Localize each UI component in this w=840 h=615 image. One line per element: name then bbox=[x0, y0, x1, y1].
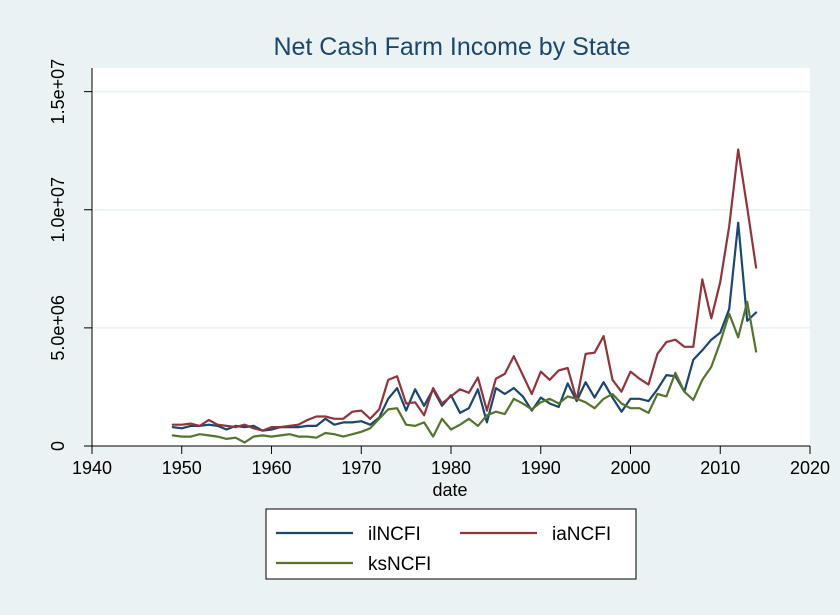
axes: 0 5.0e+06 1.0e+07 1.5e+07 1940 1950 1960 1970 19… bbox=[48, 59, 830, 478]
x-tick-label: 1950 bbox=[162, 458, 202, 478]
x-tick-label: 2020 bbox=[790, 458, 830, 478]
x-tick-label: 1990 bbox=[521, 458, 561, 478]
x-axis-title: date bbox=[432, 480, 467, 500]
legend-label-ilNCFI: ilNCFI bbox=[368, 524, 421, 545]
legend: ilNCFI iaNCFI ksNCFI bbox=[265, 508, 637, 580]
plot-area bbox=[92, 68, 810, 446]
y-tick-label: 5.0e+06 bbox=[48, 295, 68, 361]
x-tick-label: 1940 bbox=[72, 458, 112, 478]
x-tick-label: 1980 bbox=[431, 458, 471, 478]
chart-title: Net Cash Farm Income by State bbox=[273, 33, 630, 61]
y-tick-label: 1.0e+07 bbox=[48, 177, 68, 243]
legend-box bbox=[265, 508, 637, 580]
x-tick-label: 1960 bbox=[251, 458, 291, 478]
grid-lines bbox=[92, 90, 810, 329]
y-tick-label: 0 bbox=[48, 441, 68, 451]
series-line-ksNCFI bbox=[171, 300, 758, 444]
series-layer bbox=[171, 148, 758, 444]
series-line-ilNCFI bbox=[171, 221, 758, 432]
x-tick-label: 2010 bbox=[700, 458, 740, 478]
legend-label-iaNCFI: iaNCFI bbox=[552, 524, 611, 545]
x-tick-label: 2000 bbox=[610, 458, 650, 478]
x-tick-label: 1970 bbox=[341, 458, 381, 478]
legend-label-ksNCFI: ksNCFI bbox=[368, 554, 431, 575]
series-line-iaNCFI bbox=[171, 148, 758, 432]
y-tick-label: 1.5e+07 bbox=[48, 59, 68, 125]
